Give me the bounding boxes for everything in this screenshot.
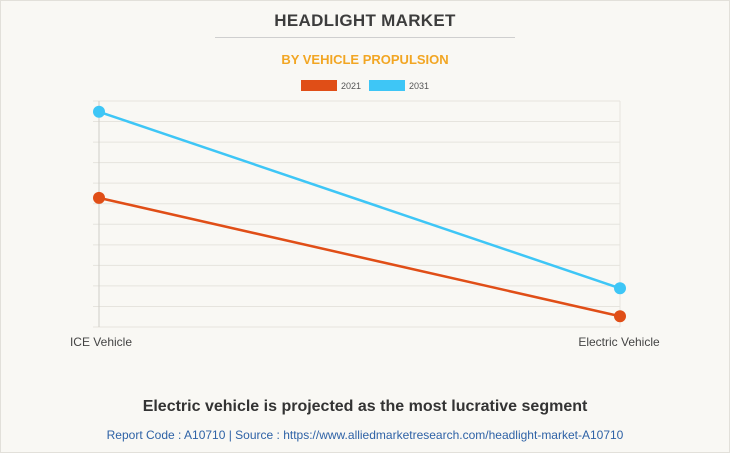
- legend: 2021 2031: [0, 80, 730, 91]
- legend-item-2021[interactable]: 2021: [300, 80, 361, 91]
- title-divider: [215, 37, 515, 38]
- legend-swatch-2021: [300, 80, 337, 91]
- data-point-2031-0: [93, 105, 105, 118]
- chart-subtitle: BY VEHICLE PROPULSION: [281, 52, 449, 67]
- x-tick-label: ICE Vehicle: [70, 335, 132, 349]
- data-point-2021-0: [93, 191, 105, 204]
- legend-label-2031: 2031: [409, 80, 430, 91]
- x-tick-label: Electric Vehicle: [578, 335, 660, 349]
- source-footer[interactable]: Report Code : A10710 | Source : https://…: [106, 428, 624, 442]
- series-line-2021: [98, 196, 621, 318]
- data-point-2021-1: [614, 310, 626, 323]
- legend-swatch-2031: [369, 80, 405, 91]
- data-point-2031-1: [614, 282, 626, 295]
- legend-label-2021: 2021: [340, 80, 361, 91]
- legend-item-2031[interactable]: 2031: [369, 80, 429, 91]
- chart-title: HEADLIGHT MARKET: [274, 11, 456, 30]
- key-finding: Electric vehicle is projected as the mos…: [142, 398, 588, 415]
- series-line-2031: [98, 110, 621, 290]
